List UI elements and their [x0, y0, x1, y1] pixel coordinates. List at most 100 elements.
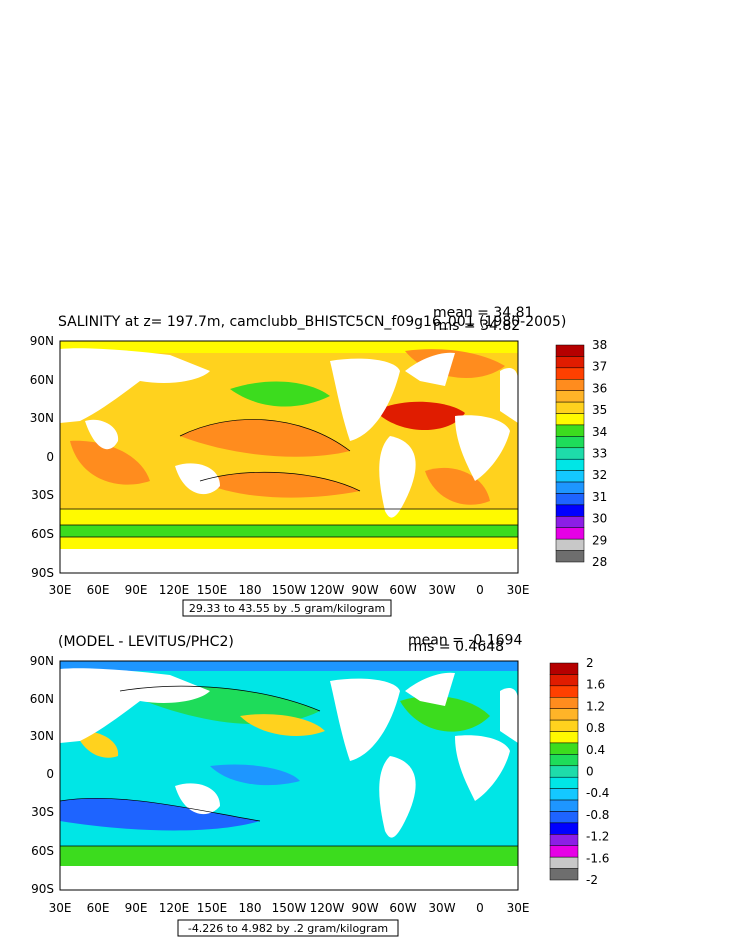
colorbar-label: 28	[592, 555, 607, 569]
antarctica	[60, 549, 518, 573]
colorbar-label: -0.4	[586, 786, 609, 800]
colorbar-swatch	[549, 697, 579, 709]
colorbar-label: 34	[592, 425, 607, 439]
australia	[175, 463, 220, 495]
y-tick-label: 0	[46, 767, 54, 781]
contour-line	[119, 685, 321, 712]
colorbar-label: -2	[586, 873, 598, 887]
colorbar-swatch	[555, 470, 585, 483]
difference-map-svg: (MODEL - LEVITUS/PHC2) mean = -0.1694 rm…	[30, 633, 609, 937]
difference-panel: (MODEL - LEVITUS/PHC2) mean = -0.1694 rm…	[0, 630, 733, 940]
colorbar-label: 32	[592, 468, 607, 482]
colorbar-swatch	[555, 413, 585, 426]
southern-ocean-band-1	[60, 509, 518, 525]
south-america	[379, 756, 416, 838]
colorbar-swatch	[549, 708, 579, 721]
x-axis: 30E 60E 90E 120E 150E 180 150W 120W 90W …	[49, 901, 530, 915]
greenland	[405, 672, 455, 706]
kuroshio-anomaly	[240, 714, 325, 736]
colorbar-label: 37	[592, 360, 607, 374]
southern-ocean-anomaly	[60, 846, 518, 866]
y-tick-label: 0	[46, 450, 54, 464]
colorbar-label: 29	[592, 533, 607, 547]
range-label: 29.33 to 43.55 by .5 gram/kilogram	[189, 602, 385, 615]
colorbar-label: -1.6	[586, 851, 609, 865]
north-atlantic-high	[375, 401, 465, 431]
arabia	[85, 419, 119, 450]
range-box	[177, 919, 399, 937]
colorbar-swatch	[555, 481, 585, 494]
colorbar-swatch	[549, 856, 579, 869]
colorbar-swatch	[549, 742, 579, 755]
eurasia	[60, 348, 210, 423]
y-tick-label: 30N	[30, 729, 54, 743]
africa	[455, 735, 510, 801]
colorbar-swatch	[555, 356, 585, 369]
y-tick-label: 60N	[30, 373, 54, 387]
colorbar-swatch	[549, 731, 579, 744]
rms-label: rms = 34.82	[433, 318, 520, 334]
x-tick-label: 0	[476, 901, 484, 915]
map-frame	[59, 660, 519, 891]
salinity-panel: SALINITY at z= 197.7m, camclubb_BHISTC5C…	[0, 300, 733, 620]
colorbar-swatch	[555, 516, 585, 528]
colorbar-swatch	[549, 845, 579, 858]
contour-line	[199, 471, 361, 492]
colorbar-swatch	[549, 822, 579, 835]
south-america	[379, 436, 416, 518]
europe-east	[500, 688, 518, 743]
salinity-map-svg: SALINITY at z= 197.7m, camclubb_BHISTC5C…	[30, 305, 607, 617]
x-tick-label: 30E	[49, 583, 72, 597]
south-atlantic-anomaly	[420, 789, 500, 825]
panel-title: SALINITY at z= 197.7m, camclubb_BHISTC5C…	[58, 314, 566, 330]
y-tick-label: 90S	[31, 882, 54, 896]
colorbar-label: 31	[592, 490, 607, 504]
indian-ocean-high	[70, 440, 150, 485]
x-tick-label: 120E	[159, 583, 190, 597]
africa	[455, 415, 510, 481]
colorbar-swatch	[555, 344, 585, 357]
rms-label: rms = 0.4648	[408, 639, 504, 655]
australia	[175, 783, 220, 815]
subpolar-atlantic	[405, 349, 505, 378]
colorbar-swatch	[549, 674, 579, 687]
colorbar-swatch	[555, 390, 585, 403]
x-tick-label: 90W	[351, 583, 378, 597]
colorbar: 2 1.6 1.2 0.8 0.4 0 -0.4 -0.8 -1.2 -1.6 -2	[549, 656, 609, 887]
x-tick-label: 30W	[428, 583, 455, 597]
y-axis: 90N 60N 30N 0 30S 60S 90S	[30, 654, 54, 896]
colorbar-swatch	[549, 834, 579, 846]
colorbar-label: 33	[592, 447, 607, 461]
x-tick-label: 90W	[351, 901, 378, 915]
contour-line	[59, 797, 261, 822]
x-tick-label: 120W	[310, 901, 345, 915]
x-tick-label: 30E	[507, 583, 530, 597]
y-tick-label: 90N	[30, 334, 54, 348]
panel-title: (MODEL - LEVITUS/PHC2)	[58, 634, 234, 650]
southern-indian-anomaly	[60, 798, 260, 831]
colorbar-swatch	[555, 493, 585, 506]
colorbar-swatch	[555, 458, 585, 471]
arctic-band	[60, 661, 518, 671]
x-tick-label: 120E	[159, 901, 190, 915]
colorbar-swatch	[555, 401, 585, 414]
colorbar-swatch	[555, 527, 585, 540]
colorbar-label: 36	[592, 381, 607, 395]
southern-ocean-band-3	[60, 537, 518, 549]
colorbar-swatch	[555, 538, 585, 551]
colorbar-label: 30	[592, 512, 607, 526]
colorbar-swatch	[549, 719, 579, 732]
colorbar-swatch	[555, 550, 585, 563]
colorbar-label: 0.8	[586, 721, 605, 735]
x-tick-label: 30W	[428, 901, 455, 915]
y-tick-label: 60S	[31, 527, 54, 541]
colorbar-swatch	[549, 754, 579, 767]
x-tick-label: 60E	[87, 583, 110, 597]
range-box	[182, 599, 392, 617]
x-tick-label: 60W	[389, 901, 416, 915]
mean-label: mean = 34.81	[433, 305, 533, 321]
x-tick-label: 90E	[125, 583, 148, 597]
x-tick-label: 150E	[197, 901, 228, 915]
x-tick-label: 60W	[389, 583, 416, 597]
arctic-band	[60, 341, 518, 353]
